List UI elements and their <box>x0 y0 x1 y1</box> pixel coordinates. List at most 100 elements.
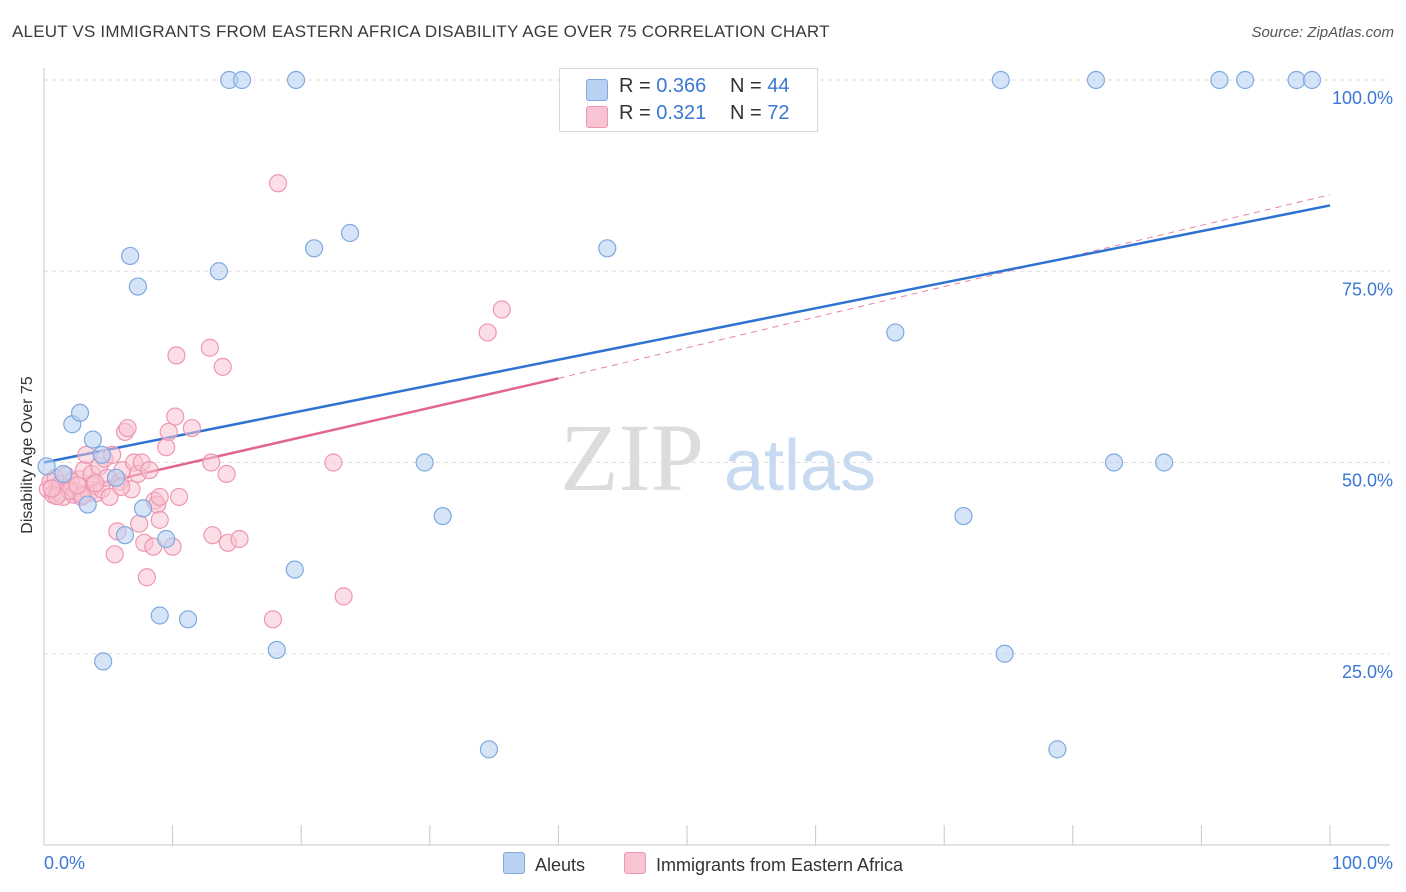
aleut-point <box>157 529 176 549</box>
y-tick-label: 75.0% <box>1342 279 1393 299</box>
eastern-africa-point <box>150 510 169 529</box>
aleut-point <box>433 506 452 526</box>
tick-labels: 25.0% 50.0% 75.0% 100.0% 0.0% 100.0% <box>44 88 1393 873</box>
aleut-point <box>232 70 252 90</box>
aleut-point <box>92 445 111 464</box>
eastern-africa-point <box>203 526 222 545</box>
legend-label-eastern-africa: Immigrants from Eastern Africa <box>656 855 904 875</box>
eastern-africa-point <box>268 174 288 193</box>
chart-title: ALEUT VS IMMIGRANTS FROM EASTERN AFRICA … <box>12 22 830 41</box>
y-tick-label: 50.0% <box>1342 471 1393 491</box>
n-label: N = <box>730 75 762 97</box>
eastern-africa-point <box>263 610 283 629</box>
r-text: R = 0.321 <box>619 102 706 125</box>
aleut-point <box>954 506 973 526</box>
eastern-africa-point <box>217 464 236 484</box>
eastern-africa-point <box>169 487 189 507</box>
eastern-africa-point <box>140 461 159 480</box>
eastern-africa-point <box>213 357 232 376</box>
r-value-eastern-africa: 0.321 <box>656 102 707 124</box>
eastern-africa-point <box>86 474 105 493</box>
aleut-point <box>133 499 153 518</box>
eastern-africa-point <box>42 479 61 498</box>
aleut-point <box>37 457 56 476</box>
aleut-point <box>178 610 198 629</box>
eastern-africa-point <box>492 300 511 319</box>
r-label: R = <box>619 102 651 124</box>
aleut-point <box>150 606 169 625</box>
aleut-point <box>1302 70 1322 90</box>
eastern-africa-point <box>167 346 186 365</box>
n-text: N = 72 <box>730 102 790 125</box>
y-axis-title: Disability Age Over 75 <box>19 376 36 534</box>
aleut-point <box>128 277 147 296</box>
eastern-africa-point <box>105 545 124 564</box>
eastern-africa-point <box>200 338 219 357</box>
n-value-aleuts: 44 <box>767 75 790 97</box>
aleut-point <box>1287 70 1306 90</box>
aleut-point <box>340 223 360 243</box>
aleut-point <box>886 323 905 342</box>
aleut-point <box>1086 70 1106 90</box>
aleut-point <box>598 239 617 258</box>
pink-swatch <box>624 852 646 874</box>
legend-label-aleuts: Aleuts <box>535 855 586 875</box>
aleut-point <box>267 640 286 660</box>
eastern-africa-point <box>324 453 343 472</box>
y-tick-label: 100.0% <box>1332 88 1393 108</box>
aleut-point <box>479 740 499 759</box>
eastern-africa-point <box>150 487 169 507</box>
watermark-zip: ZIP <box>560 404 704 511</box>
aleut-point <box>106 468 126 487</box>
aleut-point <box>415 453 434 472</box>
aleut-point <box>83 430 102 449</box>
aleut-point <box>285 560 304 579</box>
aleut-point <box>1048 740 1067 759</box>
eastern-africa-point <box>159 422 178 441</box>
aleut-point <box>286 70 306 90</box>
pink-trend-extension <box>558 194 1331 379</box>
eastern-africa-point <box>157 438 176 457</box>
watermark: ZIP atlas <box>560 404 876 511</box>
blue-swatch <box>503 852 525 874</box>
aleut-point <box>995 644 1014 663</box>
blue-swatch <box>586 79 608 101</box>
aleut-point <box>209 262 228 281</box>
x-tick-label: 100.0% <box>1332 853 1393 873</box>
axes <box>43 68 1390 846</box>
aleut-point <box>115 526 135 545</box>
eastern-africa-point <box>334 587 353 606</box>
r-text: R = 0.366 <box>619 75 706 98</box>
eastern-africa-point <box>68 476 87 495</box>
eastern-africa-point <box>118 418 137 438</box>
legend-row-aleuts: R = 0.366 N = 44 <box>560 75 817 103</box>
aleut-point <box>121 246 140 266</box>
eastern-africa-point <box>230 529 249 549</box>
aleut-point <box>1155 453 1174 472</box>
pink-points <box>38 174 511 629</box>
correlation-legend: R = 0.366 N = 44 R = 0.321 N = 72 <box>559 68 818 132</box>
aleut-point <box>54 464 73 484</box>
aleut-point <box>70 403 90 422</box>
y-tick-label: 25.0% <box>1342 662 1393 682</box>
gridlines <box>44 79 1390 655</box>
eastern-africa-point <box>202 453 221 472</box>
eastern-africa-point <box>166 407 185 426</box>
aleut-point <box>304 239 324 258</box>
pink-swatch <box>586 106 608 128</box>
blue-trend-line <box>43 204 1331 464</box>
source-label: Source: ZipAtlas.com <box>1251 24 1394 41</box>
series-legend: Aleuts Immigrants from Eastern Africa <box>0 852 1406 878</box>
r-label: R = <box>619 75 651 97</box>
legend-item-eastern-africa: Immigrants from Eastern Africa <box>624 852 903 876</box>
r-value-aleuts: 0.366 <box>656 75 707 97</box>
legend-item-aleuts: Aleuts <box>503 852 585 876</box>
aleut-point <box>991 70 1010 90</box>
eastern-africa-point <box>130 514 149 533</box>
eastern-africa-point <box>100 487 119 507</box>
aleut-point <box>94 652 113 671</box>
n-label: N = <box>730 102 762 124</box>
legend-row-eastern-africa: R = 0.321 N = 72 <box>560 102 817 130</box>
aleut-point <box>1104 453 1124 472</box>
